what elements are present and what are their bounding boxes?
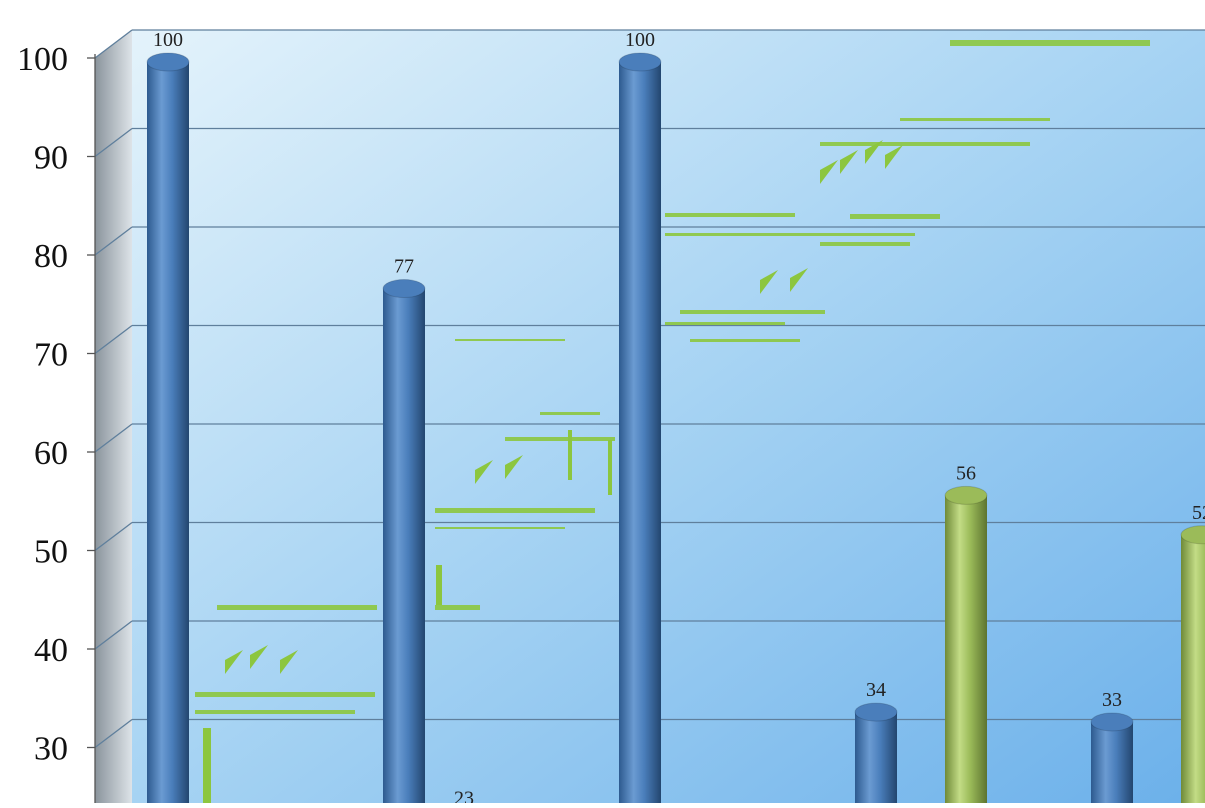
data-label: 100 (625, 29, 655, 51)
y-tick-label: 60 (34, 435, 68, 472)
bar-cap (1180, 525, 1205, 545)
texture-mark (225, 650, 243, 674)
gridline-side (94, 29, 133, 59)
texture-streak (608, 440, 612, 495)
y-tick-label: 90 (34, 140, 68, 177)
texture-mark (250, 645, 268, 669)
data-label: 56 (956, 462, 976, 484)
texture-mark (840, 150, 858, 174)
texture-streak (568, 430, 572, 480)
data-label: 52 (1192, 502, 1205, 524)
texture-mark (820, 160, 838, 184)
texture-streak (540, 412, 600, 415)
bar (855, 712, 897, 808)
gridline-side (94, 718, 133, 749)
data-label: 77 (394, 256, 414, 278)
y-tick-label: 50 (34, 534, 68, 571)
bar (945, 495, 987, 808)
texture-mark (280, 650, 298, 674)
y-tick-label: 80 (34, 238, 68, 275)
texture-streak (680, 310, 825, 314)
texture-streak (435, 508, 595, 513)
bar (1181, 534, 1205, 808)
data-label: 100 (153, 29, 183, 51)
data-label: 23 (454, 787, 474, 803)
texture-streak (203, 728, 211, 803)
bar-cap (618, 52, 662, 72)
texture-streak (900, 118, 1050, 121)
texture-streak (850, 214, 940, 219)
texture-mark (475, 460, 493, 484)
texture-streak (665, 213, 795, 217)
texture-streak (665, 322, 785, 325)
texture-mark (505, 455, 523, 479)
texture-streak (690, 339, 800, 342)
texture-streak (435, 527, 565, 529)
texture-streak (820, 142, 1030, 146)
bar (383, 288, 425, 808)
texture-streak (505, 437, 615, 441)
y-tick-label: 40 (34, 632, 68, 669)
y-tick-label: 70 (34, 337, 68, 374)
texture-streak (195, 692, 375, 697)
texture-streak (217, 605, 377, 610)
side-wall (95, 30, 132, 803)
gridline-side (94, 324, 133, 355)
gridline-side (94, 620, 133, 650)
y-tick-label: 30 (34, 731, 68, 768)
bar (1091, 721, 1133, 808)
gridline-side (94, 127, 133, 158)
back-wall (132, 30, 1205, 803)
texture-streak (436, 565, 442, 605)
gridline-side (94, 423, 133, 453)
bar-cap (944, 485, 988, 505)
bar (147, 62, 189, 808)
texture-streak (455, 339, 565, 341)
texture-mark (760, 270, 778, 294)
y-tick-label: 100 (17, 41, 68, 78)
data-label: 33 (1102, 689, 1122, 711)
texture-streak (435, 605, 480, 610)
data-label: 34 (866, 679, 886, 701)
texture-streak (195, 710, 355, 714)
bar (619, 62, 661, 808)
texture-streak (950, 40, 1150, 46)
texture-streak (820, 242, 910, 246)
bar-cap (1090, 712, 1134, 732)
texture-mark (790, 268, 808, 292)
texture-mark (885, 145, 903, 169)
gridline-side (94, 226, 133, 256)
texture-mark (865, 140, 883, 164)
bar-cap (382, 279, 426, 299)
texture-streak (665, 233, 915, 236)
bar-cap (146, 52, 190, 72)
bar-cap (854, 702, 898, 722)
gridline-side (94, 521, 133, 552)
